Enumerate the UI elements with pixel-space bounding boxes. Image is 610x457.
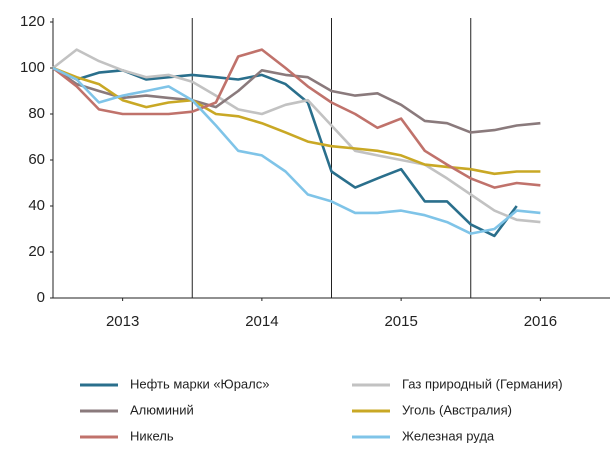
y-tick-label: 100 [20, 59, 45, 76]
legend-label: Никель [130, 428, 174, 443]
series-line [52, 66, 541, 235]
x-tick-label: 2015 [384, 313, 417, 330]
series-line [52, 48, 541, 224]
x-tick-label: 2016 [524, 313, 557, 330]
y-tick-label: 60 [28, 151, 45, 168]
series-line [52, 66, 541, 176]
legend-label: Алюминий [130, 402, 194, 417]
y-tick-label: 0 [37, 289, 45, 306]
y-tick-label: 40 [28, 197, 45, 214]
y-tick-label: 80 [28, 105, 45, 122]
y-tick-label: 120 [20, 13, 45, 30]
x-tick-label: 2013 [106, 313, 139, 330]
legend-label: Газ природный (Германия) [402, 376, 563, 391]
legend-label: Уголь (Австралия) [402, 402, 512, 417]
series-line [52, 48, 541, 189]
y-tick-label: 20 [28, 243, 45, 260]
series-line [52, 66, 518, 238]
x-tick-label: 2014 [245, 313, 278, 330]
legend-label: Нефть марки «Юралс» [130, 376, 269, 391]
legend-label: Железная руда [402, 428, 495, 443]
